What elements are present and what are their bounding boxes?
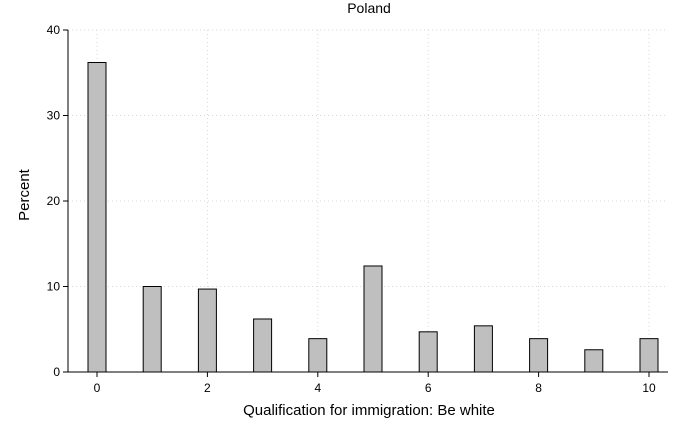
x-tick-label: 10 [642, 381, 656, 395]
bar [142, 286, 162, 373]
x-axis-title: Qualification for immigration: Be white [243, 402, 495, 419]
bar [639, 338, 659, 373]
x-tick-label: 2 [204, 381, 211, 395]
bar [363, 265, 383, 373]
bar [584, 349, 604, 373]
chart-title: Poland [347, 0, 391, 16]
y-tick-label: 40 [47, 23, 61, 37]
y-tick-label: 10 [47, 280, 61, 294]
bar [253, 318, 273, 373]
bar [529, 338, 549, 373]
y-tick-label: 30 [47, 109, 61, 123]
bar [308, 338, 328, 373]
bars [87, 61, 659, 373]
x-tick-label: 8 [535, 381, 542, 395]
y-axis-title: Percent [16, 168, 33, 221]
x-tick-label: 0 [94, 381, 101, 395]
bar [473, 325, 493, 373]
y-tick-label: 0 [53, 365, 60, 379]
x-tick-label: 6 [425, 381, 432, 395]
bar [87, 61, 107, 373]
bar [197, 288, 217, 373]
x-axis-ticks: 0 2 4 6 8 10 [94, 372, 656, 395]
x-tick-label: 4 [314, 381, 321, 395]
bar [418, 331, 438, 373]
y-axis-ticks: 0 10 20 30 40 [47, 23, 68, 379]
y-tick-label: 20 [47, 194, 61, 208]
